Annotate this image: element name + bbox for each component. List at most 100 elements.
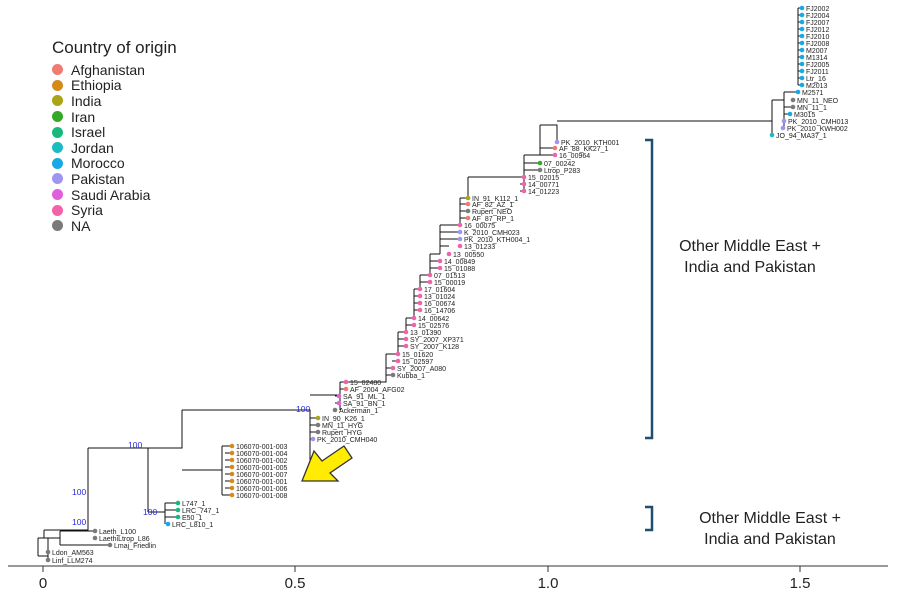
legend-label: Afghanistan	[71, 61, 145, 78]
tip-label: AF_88_KK27_1	[559, 146, 609, 153]
tip-label: M2007	[806, 48, 828, 55]
bootstrap-value: 100	[143, 507, 157, 517]
tip-label: 15_00019	[434, 280, 465, 287]
tip-label: MN_11_NEO	[797, 98, 839, 105]
tip-label: JO_94_MA37_1	[776, 133, 827, 140]
arrow-icon	[301, 445, 353, 482]
tip-label: MN_11_1	[797, 105, 827, 112]
clade-bracket-lower	[645, 505, 654, 532]
tip-marker	[457, 236, 463, 242]
legend-item: India	[52, 93, 177, 109]
bootstrap-value: 100	[128, 440, 142, 450]
tip-marker	[799, 68, 805, 74]
tip-marker	[799, 47, 805, 53]
legend-dot-icon	[52, 189, 63, 201]
tip-marker	[552, 152, 558, 158]
tip-marker	[799, 61, 805, 67]
legend-label: Pakistan	[71, 170, 125, 187]
tree-branch	[540, 124, 558, 142]
tip-marker	[780, 125, 786, 131]
legend-item: Iran	[52, 109, 177, 125]
tip-label: 106070-001-003	[236, 444, 287, 451]
tip-label: Ackerman_1	[339, 408, 378, 415]
tree-branch	[225, 452, 232, 489]
tip-label: Rupert_HYG	[322, 430, 362, 437]
tip-marker	[336, 393, 342, 399]
tip-marker	[799, 12, 805, 18]
tip-marker	[229, 471, 235, 477]
tip-label: FJ2004	[806, 13, 829, 20]
tip-label: 16_00674	[424, 301, 455, 308]
tip-marker	[465, 208, 471, 214]
legend-items: Afghanistan Ethiopia India Iran Israel Jordan…	[28, 62, 177, 234]
tip-label: SY_2007_K128	[410, 344, 459, 351]
tip-marker	[411, 315, 417, 321]
tip-label: LaethiLtrop_L86	[99, 536, 150, 543]
tip-label: 16_00075	[464, 223, 495, 230]
tip-label: PK_2010_CMH040	[317, 437, 377, 444]
tip-label: Kubba_1	[397, 373, 425, 380]
tip-label: M2013	[806, 83, 828, 90]
legend-label: Ethiopia	[71, 77, 122, 94]
tip-marker	[521, 181, 527, 187]
tip-label: 13_01390	[410, 330, 441, 337]
tip-marker	[465, 201, 471, 207]
tip-marker	[417, 300, 423, 306]
tip-marker	[457, 229, 463, 235]
tip-marker	[769, 132, 775, 138]
bootstrap-value: 100	[72, 517, 86, 527]
tree-tips: FJ2002FJ2004FJ2007FJ2012FJ2010FJ2008M200…	[45, 5, 848, 565]
legend: Country of origin Afghanistan Ethiopia Ind…	[28, 38, 177, 234]
tip-marker	[465, 195, 471, 201]
tip-marker	[229, 464, 235, 470]
tip-label: 106070-001-001	[236, 479, 287, 486]
legend-item: Saudi Arabia	[52, 187, 177, 203]
tip-marker	[229, 485, 235, 491]
legend-item: Ethiopia	[52, 77, 177, 94]
clade-label-upper: Other Middle East + India and Pakistan	[660, 236, 840, 278]
legend-label: India	[71, 92, 102, 109]
tip-marker	[403, 336, 409, 342]
tip-marker	[457, 243, 463, 249]
tip-label: FJ2002	[806, 6, 829, 13]
tip-label: PK_2010_KTH001	[561, 140, 619, 147]
tree-branch	[340, 368, 387, 383]
axis-tick-label: 0.5	[285, 575, 306, 592]
tip-marker	[437, 258, 443, 264]
tip-label: SA_91_ML_1	[343, 394, 386, 401]
tip-marker	[165, 521, 171, 527]
tip-marker	[427, 272, 433, 278]
legend-dot-icon	[52, 79, 63, 91]
tip-marker	[521, 188, 527, 194]
tip-label: 106070-001-005	[236, 465, 287, 472]
clade-label-line: Other Middle East +	[699, 510, 841, 527]
tip-marker	[310, 436, 316, 442]
tip-label: 106070-001-008	[236, 493, 287, 500]
tip-label: FJ2008	[806, 41, 829, 48]
legend-dot-icon	[52, 220, 63, 232]
tip-label: PK_2010_KTH004_1	[464, 237, 530, 244]
tip-marker	[799, 33, 805, 39]
tree-branch	[44, 448, 89, 531]
tip-label: AF_82_AZ_1	[472, 202, 513, 209]
tip-marker	[92, 535, 98, 541]
tip-marker	[799, 54, 805, 60]
tip-marker	[395, 358, 401, 364]
legend-item: Afghanistan	[52, 62, 177, 78]
legend-dot-icon	[52, 157, 63, 169]
tip-label: 13_01024	[424, 294, 455, 301]
axis-tick-label: 1.0	[538, 575, 559, 592]
tip-label: E50_1	[182, 515, 202, 522]
tip-label: 15_02576	[418, 323, 449, 330]
legend-label: Saudi Arabia	[71, 186, 151, 203]
tip-label: Linf_LLM274	[52, 558, 93, 565]
tip-marker	[799, 26, 805, 32]
tip-label: 16_00964	[559, 153, 590, 160]
tip-marker	[417, 293, 423, 299]
tip-label: M1314	[806, 55, 828, 62]
axis-tick-label: 1.5	[790, 575, 811, 592]
tip-label: M2571	[802, 90, 824, 97]
bootstrap-value: 100	[296, 404, 310, 414]
tip-marker	[229, 457, 235, 463]
